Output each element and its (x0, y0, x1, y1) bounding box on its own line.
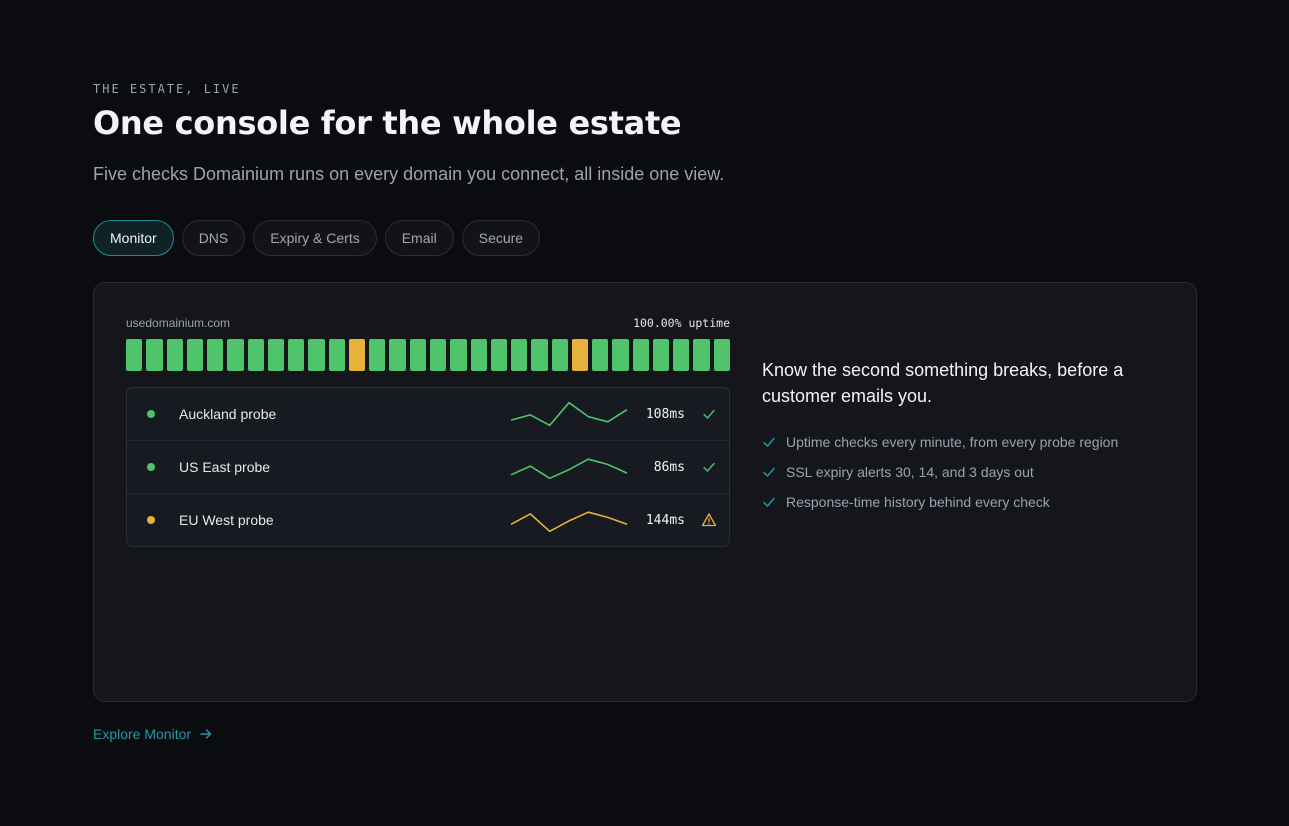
uptime-bar-up (511, 339, 528, 371)
uptime-bar-up (490, 339, 508, 371)
tab-expiry-certs[interactable]: Expiry & Certs (253, 220, 377, 256)
tab-monitor[interactable]: Monitor (93, 220, 174, 256)
arrow-right-icon (200, 729, 212, 739)
latency-sparkline (510, 458, 628, 480)
uptime-bar-up (126, 339, 143, 371)
uptime-bar-up (328, 339, 345, 371)
feature-text: Uptime checks every minute, from every p… (786, 434, 1119, 450)
monitor-panel: usedomainium.com 100.00% uptime Auckland… (93, 282, 1197, 702)
probe-latency: 144ms (645, 512, 685, 528)
probe-row: Auckland probe 108ms (127, 388, 729, 441)
uptime-bar-up (247, 339, 264, 371)
monitor-preview: usedomainium.com 100.00% uptime Auckland… (126, 315, 730, 547)
uptime-bar-up (693, 339, 710, 371)
probe-name: US East probe (179, 459, 271, 475)
sparkline-path (510, 458, 628, 480)
check-icon (701, 459, 717, 480)
uptime-bar-up (227, 339, 244, 371)
probe-latency: 86ms (653, 459, 685, 475)
eyebrow-label: THE ESTATE, LIVE (93, 82, 241, 96)
feature-headline: Know the second something breaks, before… (762, 360, 1124, 406)
uptime-bar-up (551, 339, 568, 371)
uptime-bar-up (369, 339, 386, 371)
check-icon (763, 497, 775, 507)
tab-email[interactable]: Email (384, 220, 454, 256)
uptime-bar-degraded (571, 339, 589, 371)
status-dot (147, 463, 155, 471)
status-dot (147, 516, 155, 524)
sparkline-path (510, 511, 628, 533)
uptime-value: 100.00% uptime (633, 316, 730, 330)
domain-header: usedomainium.com 100.00% uptime (126, 315, 730, 331)
domain-name: usedomainium.com (126, 316, 231, 330)
feature-list: Uptime checks every minute, from every p… (762, 427, 1162, 517)
uptime-bar-up (146, 339, 163, 371)
uptime-bar-up (429, 339, 447, 371)
warning-triangle-icon (701, 512, 717, 533)
feature-item: Uptime checks every minute, from every p… (762, 427, 1162, 457)
uptime-bar-up (186, 339, 204, 371)
uptime-bar-up (389, 339, 406, 371)
sparkline-path (510, 401, 628, 427)
uptime-history-bars (126, 339, 730, 371)
uptime-bar-up (612, 339, 629, 371)
probe-row: US East probe 86ms (127, 441, 729, 494)
probe-row: EU West probe 144ms (127, 494, 729, 546)
uptime-bar-up (673, 339, 690, 371)
feature-text: Response-time history behind every check (786, 494, 1050, 510)
explore-monitor-link[interactable]: Explore Monitor (93, 726, 213, 742)
uptime-bar-up (308, 339, 325, 371)
section-title: One console for the whole estate (93, 104, 682, 142)
feature-text: SSL expiry alerts 30, 14, and 3 days out (786, 464, 1034, 480)
section-subtitle: Five checks Domainium runs on every doma… (93, 164, 725, 184)
uptime-bar-up (531, 339, 548, 371)
uptime-bar-up (592, 339, 609, 371)
uptime-bar-up (409, 339, 426, 371)
feature-tabs: Monitor DNS Expiry & Certs Email Secure (93, 220, 541, 256)
uptime-bar-up (450, 339, 467, 371)
uptime-bar-up (652, 339, 670, 371)
probe-name: EU West probe (179, 512, 274, 528)
uptime-bar-up (267, 339, 285, 371)
explore-label: Explore Monitor (93, 726, 192, 742)
uptime-bar-up (470, 339, 487, 371)
probe-name: Auckland probe (179, 406, 277, 422)
feature-item: Response-time history behind every check (762, 487, 1162, 517)
check-icon (701, 406, 717, 427)
feature-item: SSL expiry alerts 30, 14, and 3 days out (762, 457, 1162, 487)
latency-sparkline (510, 511, 628, 533)
probe-latency: 108ms (645, 406, 685, 422)
status-dot (147, 410, 155, 418)
check-icon (763, 437, 775, 447)
probe-list: Auckland probe 108ms US East probe 86ms … (126, 387, 730, 547)
uptime-bar-up (713, 339, 730, 371)
uptime-bar-up (288, 339, 305, 371)
check-icon (763, 467, 775, 477)
tab-secure[interactable]: Secure (461, 220, 541, 256)
uptime-bar-degraded (348, 339, 366, 371)
monitor-description: Know the second something breaks, before… (762, 357, 1162, 517)
uptime-bar-up (207, 339, 224, 371)
uptime-bar-up (632, 339, 649, 371)
tab-dns[interactable]: DNS (181, 220, 246, 256)
latency-sparkline (510, 401, 628, 427)
uptime-bar-up (166, 339, 183, 371)
